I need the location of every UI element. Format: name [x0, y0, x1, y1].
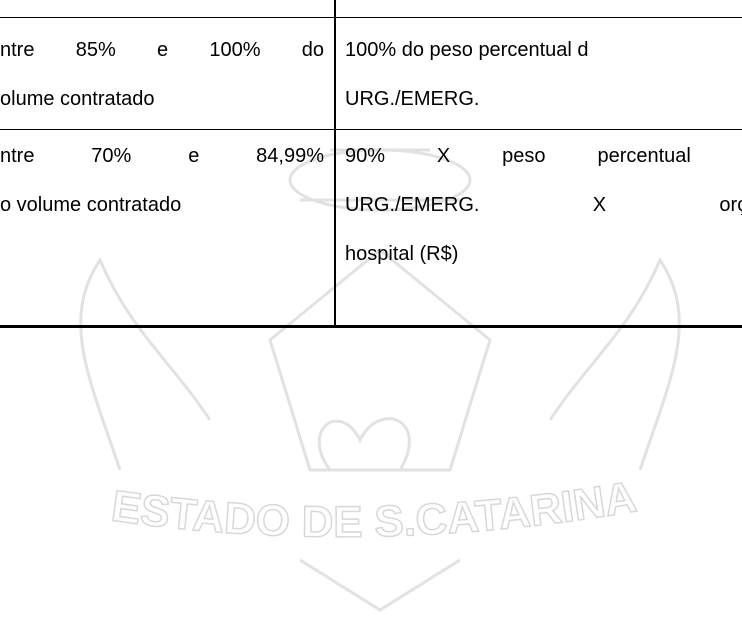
cell-text: o volume contratado — [0, 194, 182, 216]
cell-text: URG./EMERG. — [345, 88, 480, 110]
watermark-text: ESTADO DE S.CATARINA — [109, 472, 640, 547]
row-divider — [0, 17, 742, 18]
table-bottom-border — [0, 325, 742, 328]
cell-text: ntre 85% e 100% do — [0, 39, 324, 61]
cell-text: hospital (R$) — [345, 243, 459, 265]
coat-of-arms — [79, 148, 681, 612]
cell-text: olume contratado — [0, 88, 155, 110]
cell-text: ntre 70% e 84,99% — [0, 145, 324, 167]
cell-text: 90% X peso percentual da — [345, 145, 742, 167]
cell-text: URG./EMERG. X orçar — [345, 194, 742, 216]
row-divider — [0, 129, 742, 130]
cell-text: 100% do peso percentual d — [345, 39, 589, 61]
column-divider — [334, 0, 336, 328]
watermark-text-path: ESTADO DE S.CATARINA — [108, 472, 641, 548]
